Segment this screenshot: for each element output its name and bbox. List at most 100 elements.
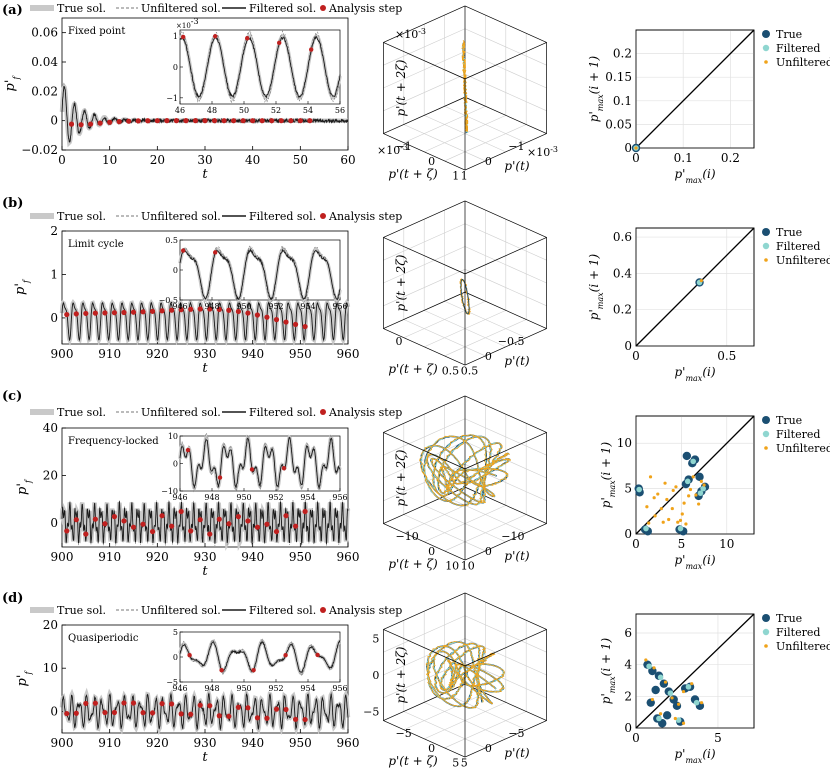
inset-analysis-dot [249, 467, 255, 472]
analysis-step-dot [130, 309, 137, 315]
filtered-solution-line [61, 301, 349, 342]
box-edge [383, 592, 466, 630]
legend-row-c: True sol. Unfiltered sol. Filtered sol. … [30, 406, 402, 419]
x-axis-label-part: p' [674, 553, 685, 567]
y-axis-label-part: p' [15, 483, 30, 495]
scatter-point-filtered [685, 684, 692, 690]
y-tick-label: 0 [624, 141, 632, 155]
x-tick-label: 1 [461, 169, 468, 182]
x-tick-label: 940 [241, 550, 264, 564]
y-tick-label: 20 [43, 618, 58, 632]
legend-row-d: True sol. Unfiltered sol. Filtered sol. … [30, 604, 402, 617]
scatter-point-true [672, 701, 682, 711]
y-axis-label-part: p' [3, 80, 18, 92]
x-tick-label: 0 [58, 153, 66, 167]
true-trajectory [460, 279, 470, 315]
time-series-chart-a: 0 10 20 30 40 50 60−0.0200.020.040.06tp'fFixed… [3, 17, 356, 183]
box-edge [464, 5, 547, 43]
x-axis-label-part: p' [674, 747, 685, 761]
y-axis-label-script: max [608, 480, 617, 497]
analysis-step-dot [250, 118, 256, 124]
legend-true-marker [762, 228, 770, 236]
inset-x-tick-label: 954 [300, 302, 315, 311]
box-edge [464, 133, 547, 171]
analysis-step-dot [169, 307, 175, 313]
analysis-step-dot [292, 716, 299, 722]
scatter-point-unfiltered [634, 146, 638, 150]
legend-true-label: True [776, 414, 802, 427]
inset-chart: 946 948 950 952 954 956 −10 0 10 [161, 432, 348, 502]
analysis-step-dot [73, 311, 79, 317]
analysis-step-dot [283, 706, 289, 713]
analysis-step-dot [307, 118, 313, 124]
scatter-point-unfiltered [697, 502, 701, 506]
y-tick-label: 0 [485, 742, 492, 755]
scatter-point-true [659, 679, 669, 688]
y-axis-label-part: p' [15, 675, 30, 687]
grid-line [383, 615, 466, 653]
analysis-step-dot [159, 513, 165, 519]
inset-y-tick-label: 0 [173, 63, 178, 72]
scatter-point-unfiltered [663, 481, 667, 485]
analysis-step-dot [140, 309, 146, 315]
identity-diagonal [635, 227, 755, 347]
box-edge [464, 237, 547, 275]
y-tick-label: 1 [452, 169, 459, 182]
box-edge [383, 200, 466, 238]
x-tick-label: 0.1 [674, 151, 693, 165]
scatter-point-unfiltered [647, 521, 651, 525]
y-axis-label: p'(t + ζ) [388, 557, 438, 571]
scatter-point-unfiltered [673, 716, 677, 721]
analysis-step-dot [235, 704, 241, 710]
analysis-step-dot [130, 700, 137, 706]
x-axis-label: t [202, 750, 208, 765]
x-tick-label: 10 [102, 153, 117, 167]
grid-line [403, 319, 486, 357]
multiplier-top-script: -3 [418, 27, 426, 36]
scatter-point-filtered [690, 458, 696, 465]
panel-label-a: (a) [2, 3, 23, 18]
x-tick-label: 900 [51, 347, 74, 361]
x-tick-label: 20 [150, 153, 165, 167]
legend-unfiltered-label: Unfiltered sol. [141, 210, 221, 223]
filtered-solution-line [61, 500, 349, 545]
y-axis-label-part: p' [13, 283, 28, 295]
y-tick-label: −1 [508, 140, 524, 153]
x-tick-label: 960 [337, 550, 360, 564]
x-axis-label: p'max(i) [674, 365, 715, 383]
y-axis-label: p'(t + ζ) [388, 167, 438, 181]
filtered-solution-line [61, 693, 349, 731]
analysis-step-dot [264, 521, 270, 527]
x-axis-label: p'max(i) [674, 167, 715, 185]
box-edge [464, 291, 547, 329]
scatter-point-unfiltered [681, 721, 686, 725]
legend-unfiltered-label: Unfiltered sol. [141, 604, 221, 617]
inset-analysis-dot [181, 248, 186, 253]
grid-line [383, 638, 466, 676]
x-axis-label: p'max(i) [674, 553, 715, 571]
identity-diagonal [635, 415, 755, 535]
legend-filtered-marker [762, 430, 770, 438]
y-axis-label-script: max [608, 676, 617, 693]
scatter-point-filtered [646, 663, 652, 670]
inset-x-tick-label: 956 [332, 302, 347, 311]
inset-x-tick-label: 950 [236, 302, 251, 311]
scatter-point-unfiltered [659, 506, 664, 511]
y-axis-label: p'(t + ζ) [388, 754, 438, 768]
box-edge [383, 291, 466, 329]
inset-x-tick-label: 946 [172, 684, 187, 693]
analysis-step-dot [273, 706, 280, 712]
inset-x-tick-label: 50 [239, 106, 249, 115]
box-edge [383, 328, 466, 366]
analysis-step-dot [202, 118, 208, 124]
z-axis-label: p'(t + 2ζ) [394, 254, 408, 311]
x-tick-label: 0.5 [717, 349, 736, 363]
y-tick-label: 10 [43, 661, 58, 675]
y-tick-label: 1 [50, 267, 58, 281]
scatter-point-true [662, 711, 672, 720]
analysis-step-dot [269, 118, 275, 124]
analysis-step-dot [288, 118, 294, 124]
analysis-step-dot [111, 709, 118, 716]
